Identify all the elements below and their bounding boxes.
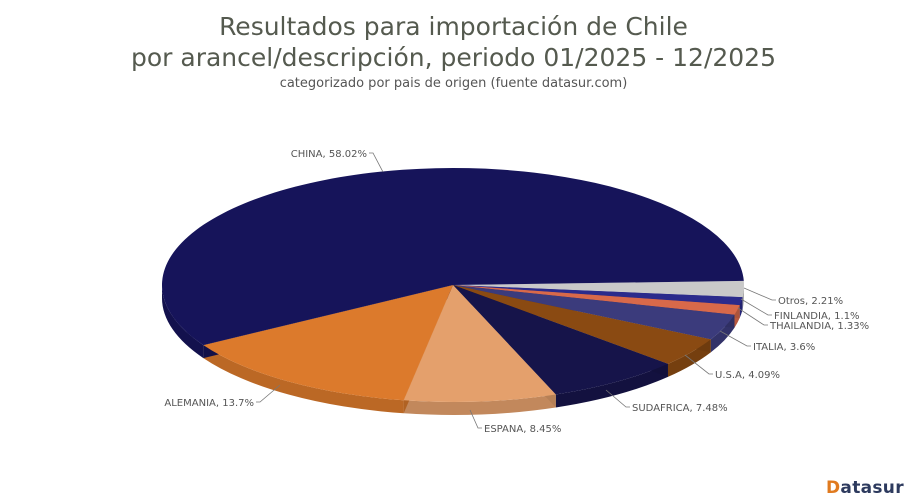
pie-slice-side xyxy=(742,285,744,311)
data-label: CHINA, 58.02% xyxy=(291,149,367,160)
leader-line xyxy=(469,409,482,429)
datasur-logo: Datasur xyxy=(826,478,904,498)
data-label: THAILANDIA, 1.33% xyxy=(769,321,869,332)
chart-subtitle: categorizado por pais de origen (fuente … xyxy=(279,76,628,91)
logo-mark: D xyxy=(826,478,841,498)
pie-slice-side xyxy=(162,285,204,359)
data-label: ITALIA, 3.6% xyxy=(753,342,815,353)
pie-slice-usa[interactable] xyxy=(453,285,711,364)
leader-line xyxy=(719,330,751,347)
pie-slice-side xyxy=(203,345,404,414)
chart-title-line1: Resultados para importación de Chile xyxy=(219,12,688,41)
leader-line xyxy=(369,152,384,173)
pie-slice-italia[interactable] xyxy=(453,285,735,340)
data-label: Otros, 2.21% xyxy=(778,296,843,307)
chart-title-line2: por arancel/descripción, periodo 01/2025… xyxy=(131,43,776,72)
pie-slice-alemania[interactable] xyxy=(203,285,453,401)
pie-slice-thailandia[interactable] xyxy=(453,285,740,315)
pie-slice-china[interactable] xyxy=(162,168,744,346)
pie-slice-sudafrica[interactable] xyxy=(453,285,668,395)
logo-text: atasur xyxy=(840,478,904,498)
leader-line xyxy=(605,389,630,408)
data-label: FINLANDIA, 1.1% xyxy=(774,311,860,322)
leader-line xyxy=(256,384,281,403)
leader-line xyxy=(743,287,776,301)
pie-slice-side xyxy=(403,394,556,415)
data-label: U.S.A, 4.09% xyxy=(715,370,780,381)
leader-line xyxy=(684,354,713,375)
data-label: ALEMANIA, 13.7% xyxy=(164,398,254,409)
leader-line xyxy=(740,298,772,316)
pie-slice-espana[interactable] xyxy=(403,285,556,403)
pie-slice-side xyxy=(555,363,668,408)
pie-slice-otros[interactable] xyxy=(453,280,745,298)
data-label: SUDAFRICA, 7.48% xyxy=(632,403,728,414)
data-label: ESPANA, 8.45% xyxy=(484,424,561,435)
leader-line xyxy=(737,307,768,326)
pie-slice-finlandia[interactable] xyxy=(453,285,743,306)
